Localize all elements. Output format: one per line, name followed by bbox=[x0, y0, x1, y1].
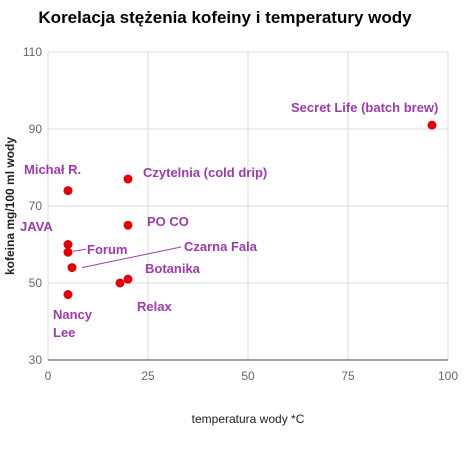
data-point bbox=[63, 247, 73, 257]
data-label: Nancy Lee bbox=[53, 307, 93, 340]
data-label: JAVA bbox=[20, 219, 53, 234]
data-point bbox=[123, 220, 133, 230]
data-point bbox=[427, 120, 437, 130]
data-point bbox=[63, 186, 73, 196]
y-tick-label: 90 bbox=[29, 122, 43, 136]
tick-labels: 0 25 50 75 100 30 50 70 90 110 bbox=[23, 45, 458, 383]
data-point bbox=[115, 278, 125, 288]
chart-title: Korelacja stężenia kofeiny i temperatury… bbox=[38, 8, 412, 27]
data-points bbox=[63, 120, 437, 300]
y-tick-label: 30 bbox=[29, 353, 43, 367]
data-label: PO CO bbox=[147, 214, 189, 229]
data-point bbox=[123, 274, 133, 284]
data-label: Secret Life (batch brew) bbox=[291, 100, 438, 115]
data-label: Czarna Fala bbox=[184, 239, 258, 254]
x-axis-title: temperatura wody *C bbox=[192, 412, 305, 426]
x-tick-label: 75 bbox=[341, 369, 355, 383]
y-axis-title: kofeina mg/100 ml wody bbox=[3, 137, 17, 275]
x-tick-label: 100 bbox=[438, 369, 458, 383]
data-labels: Secret Life (batch brew) Michał R. Czyteln… bbox=[20, 100, 438, 340]
data-point bbox=[63, 290, 73, 300]
data-point bbox=[63, 240, 73, 249]
data-point bbox=[123, 174, 133, 184]
y-tick-label: 110 bbox=[23, 45, 42, 59]
y-tick-label: 70 bbox=[29, 199, 43, 213]
x-tick-label: 50 bbox=[241, 369, 255, 383]
data-point bbox=[67, 263, 77, 273]
data-label: Czytelnia (cold drip) bbox=[143, 165, 267, 180]
data-label: Botanika bbox=[145, 261, 201, 276]
data-label: Relax bbox=[137, 299, 172, 314]
y-tick-label: 50 bbox=[29, 276, 43, 290]
x-tick-label: 25 bbox=[141, 369, 155, 383]
leader-line bbox=[81, 246, 182, 269]
leader-line bbox=[72, 248, 87, 252]
leader-lines bbox=[72, 246, 182, 269]
x-tick-label: 0 bbox=[45, 369, 52, 383]
data-label: Forum bbox=[87, 242, 127, 257]
data-label: Michał R. bbox=[24, 162, 81, 177]
grid-lines bbox=[47, 51, 449, 361]
